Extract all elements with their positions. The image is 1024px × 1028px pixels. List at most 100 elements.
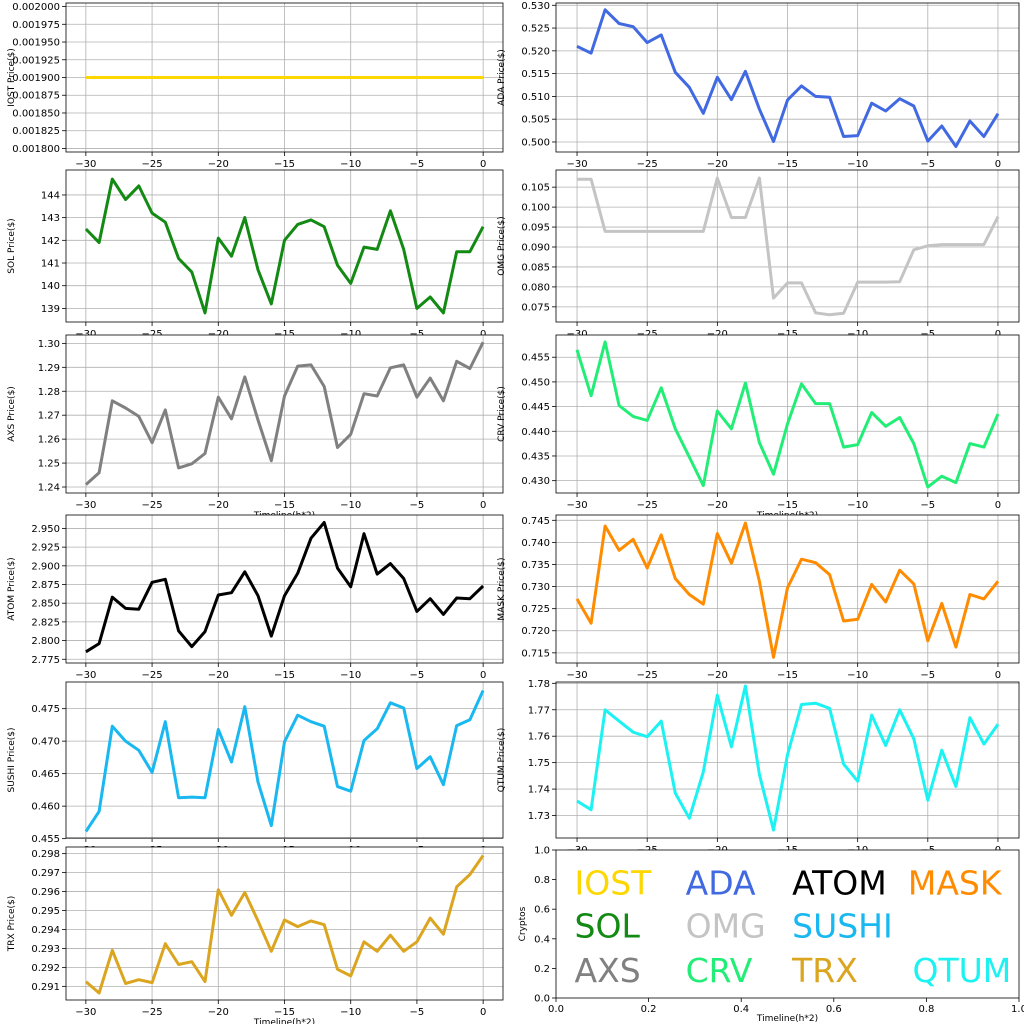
x-tick-label: 0.0 — [548, 1004, 564, 1015]
x-tick-label: −25 — [637, 159, 658, 170]
series-line-sushi — [84, 689, 485, 833]
y-tick-label: 0.291 — [31, 982, 60, 993]
legend-entry-omg: OMG — [686, 906, 766, 945]
x-tick-label: 0 — [480, 1007, 486, 1018]
y-tick-label: 0.090 — [521, 242, 550, 253]
x-tick-label: 0 — [995, 329, 1001, 340]
y-tick-label: 142 — [41, 236, 60, 247]
x-tick-label: 0.6 — [826, 1004, 842, 1015]
x-tick-label: −30 — [75, 159, 96, 170]
y-tick-label: 0.525 — [521, 24, 550, 35]
y-tick-label: 2.900 — [31, 561, 60, 572]
y-axis-label: MASK Price($) — [497, 557, 507, 620]
chart-panel-omg: −30 −25 −20 −15 −10 −5 0 0.075 0.080 0.085 0.090 0.… — [497, 169, 1020, 340]
x-tick-label: −25 — [142, 500, 163, 511]
x-axis-label: Timeline(h*2) — [756, 1014, 818, 1024]
y-tick-label: 0.293 — [31, 944, 60, 955]
x-tick-label: −10 — [847, 329, 868, 340]
y-tick-label: 0.445 — [521, 402, 550, 413]
legend-panel: 0.0 0.2 0.4 0.6 0.8 1.0 0.0 0.2 0.4 0.6 0.8 1.0 Cryp… — [518, 846, 1024, 1025]
y-tick-label: 1.78 — [528, 679, 550, 690]
legend-entry-qtum: QTUM — [913, 951, 1012, 990]
chart-panel-axs: −30 −25 −20 −15 −10 −5 0 1.24 1.25 1.26 1.27 1.28 1.… — [7, 334, 504, 521]
x-tick-label: −20 — [208, 1007, 229, 1018]
y-tick-label: 0.2 — [534, 964, 550, 975]
y-tick-label: 0.8 — [534, 875, 550, 886]
y-tick-label: 1.76 — [528, 732, 550, 743]
y-tick-label: 0.085 — [521, 262, 550, 273]
axes-frame — [65, 334, 504, 494]
x-tick-label: −5 — [920, 500, 935, 511]
y-tick-label: 1.28 — [38, 387, 60, 398]
chart-panel-qtum: −30−25−20−15−10−501.731.741.751.761.771.… — [497, 679, 1020, 856]
y-axis-label: Cryptos — [518, 906, 528, 941]
chart-panel-sushi: −30−25−20−15−10−500.4550.4600.4650.4700.… — [7, 681, 504, 856]
y-tick-label: 0.515 — [521, 69, 550, 80]
x-tick-label: 0 — [480, 670, 486, 681]
x-tick-label: −20 — [707, 329, 728, 340]
y-tick-label: 0.475 — [31, 704, 60, 715]
y-tick-label: 1.73 — [528, 811, 550, 822]
legend-entry-crv: CRV — [686, 951, 753, 990]
axes-frame — [65, 169, 504, 323]
y-tick-label: 2.850 — [31, 599, 60, 610]
legend-entry-ada: ADA — [686, 864, 756, 903]
legend-entry-trx: TRX — [791, 951, 858, 990]
series-line-trx — [84, 854, 485, 995]
y-tick-label: 0.455 — [31, 834, 60, 845]
x-tick-label: −20 — [208, 500, 229, 511]
y-tick-label: 1.0 — [534, 846, 550, 857]
axes-frame — [555, 681, 1020, 839]
x-tick-label: −25 — [637, 329, 658, 340]
x-tick-label: −25 — [142, 159, 163, 170]
legend-entry-sol: SOL — [575, 906, 641, 945]
y-tick-label: 0.080 — [521, 282, 550, 293]
y-tick-label: 0.725 — [521, 604, 550, 615]
y-tick-label: 1.27 — [38, 411, 60, 422]
y-tick-label: 0.4 — [534, 934, 550, 945]
y-tick-label: 0.001900 — [12, 73, 60, 84]
legend-entry-mask: MASK — [908, 864, 1003, 903]
axes-frame — [65, 2, 504, 153]
x-tick-label: 1.0 — [1011, 1004, 1024, 1015]
y-tick-label: 0.720 — [521, 626, 550, 637]
legend-entry-atom: ATOM — [792, 864, 887, 903]
axes-frame — [65, 681, 504, 839]
x-tick-label: −10 — [340, 1007, 361, 1018]
chart-panel-mask: −30 −25 −20 −15 −10 −5 0 0.715 0.720 0.725 0.730 0.… — [497, 514, 1020, 681]
x-tick-label: 0 — [995, 500, 1001, 511]
series-line-crv — [575, 340, 1000, 489]
y-tick-label: 1.26 — [38, 435, 60, 446]
y-tick-label: 0.500 — [521, 137, 550, 148]
y-axis-label: QTUM Price($) — [497, 728, 507, 793]
x-tick-label: −5 — [410, 1007, 425, 1018]
legend-entry-iost: IOST — [575, 864, 653, 903]
y-tick-label: 0.100 — [521, 203, 550, 214]
y-tick-label: 2.800 — [31, 636, 60, 647]
x-tick-label: −25 — [637, 670, 658, 681]
x-tick-label: 0.2 — [641, 1004, 657, 1015]
y-tick-label: 0.435 — [521, 451, 550, 462]
y-tick-label: 1.77 — [528, 705, 550, 716]
y-tick-label: 141 — [41, 259, 60, 270]
x-tick-label: −20 — [208, 329, 229, 340]
y-tick-label: 139 — [41, 304, 60, 315]
y-tick-label: 0.095 — [521, 223, 550, 234]
x-tick-label: −5 — [410, 500, 425, 511]
chart-panel-sol: −30 −25 −20 −15 −10 −5 0 139 140 141 142 143 144 SOL … — [7, 169, 504, 340]
x-tick-label: −5 — [920, 329, 935, 340]
y-tick-label: 144 — [41, 190, 60, 201]
x-tick-label: −20 — [208, 159, 229, 170]
x-tick-label: −25 — [142, 670, 163, 681]
y-tick-label: 0.510 — [521, 92, 550, 103]
x-tick-label: 0 — [995, 159, 1001, 170]
y-tick-label: 0.105 — [521, 183, 550, 194]
y-tick-label: 0.294 — [31, 925, 60, 936]
y-axis-label: SUSHI Price($) — [7, 728, 17, 793]
y-tick-label: 1.29 — [38, 363, 60, 374]
x-tick-label: −15 — [777, 670, 798, 681]
series-line-sol — [84, 177, 485, 315]
x-tick-label: −30 — [75, 329, 96, 340]
x-tick-label: −5 — [410, 159, 425, 170]
